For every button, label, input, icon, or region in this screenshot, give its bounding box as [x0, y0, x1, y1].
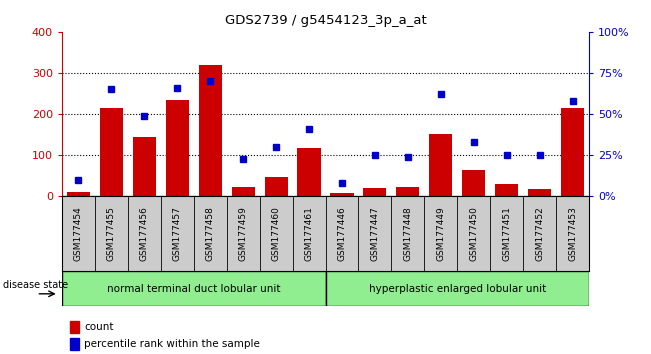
Text: disease state: disease state	[3, 280, 68, 290]
Text: hyperplastic enlarged lobular unit: hyperplastic enlarged lobular unit	[368, 284, 546, 293]
Text: GSM177454: GSM177454	[74, 206, 83, 261]
Text: GSM177456: GSM177456	[140, 206, 148, 261]
Text: GSM177449: GSM177449	[436, 206, 445, 261]
Text: percentile rank within the sample: percentile rank within the sample	[84, 339, 260, 349]
Bar	[326, 271, 589, 306]
Bar	[70, 321, 79, 333]
Bar	[495, 184, 518, 196]
Bar	[199, 65, 222, 196]
Text: count: count	[84, 322, 113, 332]
Bar	[264, 177, 288, 196]
Text: GSM177452: GSM177452	[535, 206, 544, 261]
Bar	[396, 187, 419, 196]
Text: GSM177460: GSM177460	[271, 206, 281, 261]
Bar	[528, 189, 551, 196]
Bar	[70, 338, 79, 350]
Text: GSM177446: GSM177446	[337, 206, 346, 261]
Text: GDS2739 / g5454123_3p_a_at: GDS2739 / g5454123_3p_a_at	[225, 14, 426, 27]
Text: GSM177458: GSM177458	[206, 206, 215, 261]
Bar	[100, 108, 123, 196]
Bar	[429, 134, 452, 196]
Text: normal terminal duct lobular unit: normal terminal duct lobular unit	[107, 284, 281, 293]
Bar	[298, 148, 320, 196]
Bar	[62, 271, 326, 306]
Bar	[232, 187, 255, 196]
Text: GSM177461: GSM177461	[305, 206, 314, 261]
Text: GSM177448: GSM177448	[404, 206, 412, 261]
Bar	[462, 170, 486, 196]
Text: GSM177455: GSM177455	[107, 206, 116, 261]
Bar	[363, 188, 387, 196]
Text: GSM177453: GSM177453	[568, 206, 577, 261]
Text: GSM177447: GSM177447	[370, 206, 380, 261]
Bar	[133, 137, 156, 196]
Bar	[331, 193, 353, 196]
Text: GSM177457: GSM177457	[173, 206, 182, 261]
Text: GSM177459: GSM177459	[239, 206, 247, 261]
Bar	[561, 108, 584, 196]
Text: GSM177451: GSM177451	[503, 206, 511, 261]
Bar	[67, 192, 90, 196]
Text: GSM177450: GSM177450	[469, 206, 478, 261]
Bar	[165, 100, 189, 196]
